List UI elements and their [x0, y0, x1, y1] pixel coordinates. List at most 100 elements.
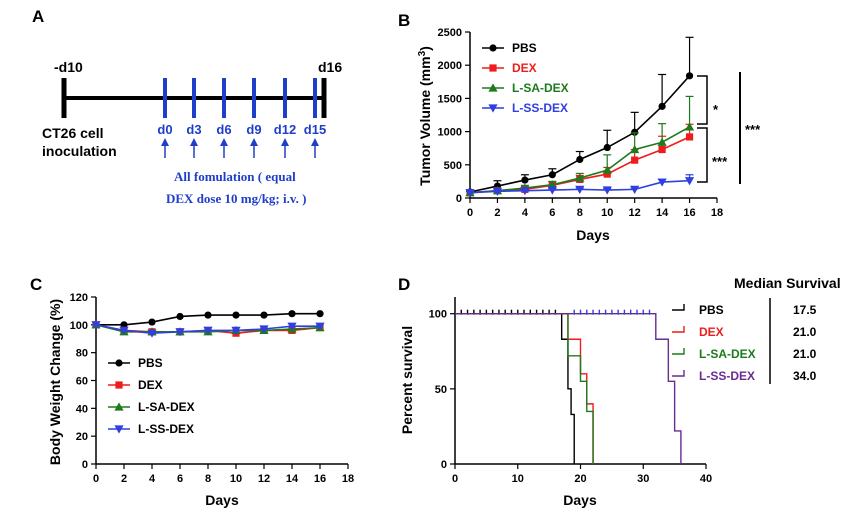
c-point-l-ss-dex-0 — [91, 321, 101, 330]
d-ytick-label-100: 100 — [429, 309, 447, 321]
c-xtick-label-12: 12 — [258, 473, 270, 485]
b-point-dex-10 — [603, 170, 611, 178]
b-x-label: Days — [576, 227, 610, 243]
b-xtick-label-0: 0 — [467, 207, 473, 219]
b-xtick-label-8: 8 — [577, 207, 583, 219]
c-point-l-ss-dex-8 — [203, 326, 213, 335]
b-point-pbs-14 — [658, 102, 666, 110]
b-point-l-sa-dex-6 — [547, 180, 557, 189]
dose-arrowhead-d3 — [190, 138, 198, 146]
d-xtick-label-0: 0 — [452, 473, 458, 485]
b-point-pbs-6 — [548, 171, 556, 179]
b-point-l-ss-dex-8 — [575, 185, 585, 194]
panel-letter-c: C — [30, 275, 42, 294]
c-point-l-ss-dex-10 — [231, 326, 241, 335]
c-xtick-label-6: 6 — [177, 473, 183, 485]
b-point-pbs-12 — [631, 128, 639, 136]
dose-label-d15: d15 — [304, 122, 326, 137]
d-legend-label-l-ss-dex: L-SS-DEX — [699, 369, 755, 383]
dose-note-line-1: All fomulation ( equal — [174, 169, 296, 184]
d-xtick-label-30: 30 — [637, 473, 649, 485]
d-x-label: Days — [563, 492, 597, 508]
c-xtick-label-16: 16 — [314, 473, 326, 485]
c-legend-label-pbs: PBS — [138, 356, 163, 370]
c-ytick-label-60: 60 — [76, 376, 88, 388]
d-median-l-ss-dex: 34.0 — [793, 369, 817, 383]
d-legend-line-l-ss-dex — [672, 370, 685, 377]
c-xtick-label-8: 8 — [205, 473, 211, 485]
c-point-pbs-8 — [204, 311, 212, 319]
b-xtick-label-2: 2 — [494, 207, 500, 219]
dose-arrowhead-d12 — [281, 138, 289, 146]
d-legend-line-pbs — [672, 304, 685, 311]
d-legend-line-dex — [672, 326, 685, 333]
b-point-l-ss-dex-0 — [465, 189, 475, 198]
c-ytick-label-40: 40 — [76, 403, 88, 415]
b-legend-label-l-sa-dex: L-SA-DEX — [512, 81, 569, 95]
d-xtick-label-10: 10 — [512, 473, 524, 485]
d-legend-label-pbs: PBS — [699, 303, 724, 317]
b-legend-marker-l-ss-dex — [488, 104, 498, 113]
b-xtick-label-6: 6 — [549, 207, 555, 219]
c-point-pbs-16 — [316, 310, 324, 318]
d-line-pbs — [455, 313, 575, 464]
c-legend-marker-l-ss-dex — [114, 425, 124, 434]
timeline-start-label: -d10 — [54, 59, 83, 75]
c-legend-label-l-sa-dex: L-SA-DEX — [138, 400, 195, 414]
b-xtick-label-12: 12 — [629, 207, 641, 219]
d-median-l-sa-dex: 21.0 — [793, 347, 817, 361]
survival-chart: 0 10 20 30 40 0 50 100 Days Percent survival Me… — [399, 275, 841, 508]
c-point-pbs-4 — [148, 318, 156, 326]
d-xtick-label-40: 40 — [700, 473, 712, 485]
d-xtick-label-20: 20 — [574, 473, 586, 485]
b-legend-marker-dex — [489, 64, 497, 72]
median-survival-title: Median Survival — [734, 275, 841, 291]
b-point-l-sa-dex-10 — [602, 165, 612, 174]
c-point-l-ss-dex-16 — [315, 322, 325, 331]
d-median-pbs: 17.5 — [793, 303, 817, 317]
d-legend-line-l-sa-dex — [672, 348, 685, 355]
sig-bracket-pbs-dex — [697, 75, 708, 125]
b-ytick-label-2000: 2000 — [438, 60, 462, 72]
b-point-l-ss-dex-6 — [547, 186, 557, 195]
b-ytick-label-1500: 1500 — [438, 93, 462, 105]
dose-label-d9: d9 — [246, 122, 261, 137]
sig-label-2: *** — [712, 154, 728, 169]
c-y-label: Body Weight Change (%) — [47, 299, 63, 465]
c-point-pbs-12 — [260, 311, 268, 319]
c-ytick-label-0: 0 — [82, 459, 88, 471]
c-xtick-label-0: 0 — [93, 473, 99, 485]
b-xtick-label-10: 10 — [601, 207, 613, 219]
c-point-pbs-6 — [176, 312, 184, 321]
b-point-l-ss-dex-12 — [630, 185, 640, 194]
treatment-timeline: -d10 d16 CT26 cell inoculation d0 d3 d6 d9 d… — [42, 59, 342, 206]
c-ytick-label-80: 80 — [76, 348, 88, 360]
b-point-dex-16 — [685, 133, 694, 141]
dose-label-d0: d0 — [157, 122, 172, 137]
b-point-l-ss-dex-14 — [657, 178, 667, 187]
c-xtick-label-18: 18 — [342, 473, 354, 485]
c-ytick-label-20: 20 — [76, 431, 88, 443]
c-legend-marker-l-sa-dex — [114, 402, 124, 411]
d-line-l-sa-dex — [455, 313, 594, 464]
b-legend-label-pbs: PBS — [512, 41, 537, 55]
b-legend-marker-pbs — [489, 44, 497, 52]
c-point-pbs-10 — [232, 311, 240, 319]
sig-label-1: * — [713, 102, 719, 117]
d-ytick-label-0: 0 — [441, 459, 447, 471]
b-ytick-label-500: 500 — [444, 160, 462, 172]
panel-letter-b: B — [398, 11, 410, 30]
dose-arrowhead-d9 — [250, 138, 258, 146]
b-y-label: Tumor Volume (mm3) — [417, 46, 433, 186]
panel-letter-a: A — [32, 7, 44, 26]
b-point-pbs-10 — [603, 143, 611, 152]
b-xtick-label-16: 16 — [683, 207, 695, 219]
inoculation-line-1: CT26 cell — [42, 125, 103, 141]
sig-bracket-lsa-lss — [697, 127, 708, 183]
c-legend-label-dex: DEX — [138, 378, 163, 392]
sig-label-3: *** — [745, 122, 761, 137]
b-legend-label-l-ss-dex: L-SS-DEX — [512, 101, 568, 115]
b-point-l-sa-dex-14 — [657, 137, 667, 146]
b-ytick-label-0: 0 — [456, 193, 462, 205]
dose-arrowhead-d15 — [311, 138, 319, 146]
